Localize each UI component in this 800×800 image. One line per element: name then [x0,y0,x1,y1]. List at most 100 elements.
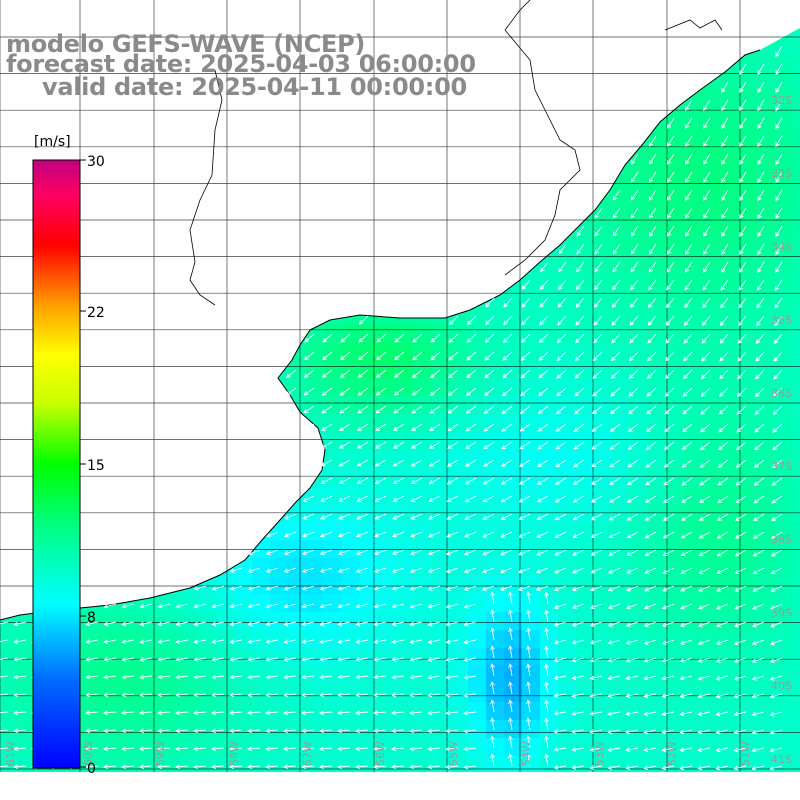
wind-arrow [121,764,135,770]
wind-arrow [464,495,477,503]
wind-arrow [321,405,333,414]
wind-arrow [555,423,567,432]
wind-arrow [391,549,405,556]
wind-arrow [247,764,261,770]
wind-arrow [666,135,675,147]
wind-arrow [629,333,639,344]
wind-arrow [733,729,747,735]
wind-arrow [682,369,693,380]
wind-arrow [612,189,621,201]
wind-arrow [625,675,639,681]
wind-arrow [319,621,333,627]
wind-arrow [193,657,207,662]
wind-arrow [356,513,369,520]
wind-arrow [718,405,729,415]
wind-arrow [572,549,585,556]
wind-arrow [553,729,567,734]
wind-arrow [356,495,369,502]
wind-arrow [627,477,639,486]
wind-arrow [719,351,729,362]
wind-arrow [283,603,297,609]
wind-arrow [301,549,315,556]
coastline [0,0,761,621]
wind-arrow [607,693,621,698]
wind-arrow [757,189,765,202]
wind-arrow [701,351,711,362]
wind-arrow [698,603,711,610]
wind-arrow [337,728,351,734]
wind-arrow [715,729,729,735]
wind-arrow [302,531,315,538]
wind-arrow [319,746,333,752]
wind-arrow [699,495,711,504]
wind-arrow [775,225,783,238]
wind-arrow [719,369,729,380]
wind-arrow [544,663,549,677]
wind-arrow [627,495,639,503]
wind-arrow [508,645,513,659]
wind-arrow [265,746,279,752]
wind-arrow [662,585,675,592]
wind-arrow [683,351,693,362]
wind-arrow [697,639,711,645]
wind-arrow [589,711,603,716]
wind-arrow [556,369,567,379]
wind-arrow [646,387,657,397]
wind-arrow [85,746,99,752]
wind-arrow [391,585,405,591]
wind-arrow [756,279,765,291]
wind-arrow [464,459,477,467]
wind-arrow [703,243,711,255]
wind-arrow [592,369,603,379]
wind-arrow [466,351,477,361]
wind-arrow [612,261,621,273]
wind-arrow [501,387,513,397]
wind-arrow [375,369,387,378]
wind-arrow [571,621,585,627]
wind-arrow [645,495,657,503]
wind-arrow [320,441,333,449]
wind-arrow [717,495,729,504]
wind-arrow [684,117,693,129]
wind-arrow [702,279,711,291]
colorbar-ticks: 30 22 15 8 0 [80,154,105,777]
wind-arrow [526,681,531,695]
wind-arrow [557,279,567,291]
wind-arrow [409,692,423,698]
wind-arrow [775,171,783,184]
wind-arrow [193,603,207,609]
wind-arrow [775,243,783,256]
wind-arrow [574,369,585,379]
wind-arrow [715,657,729,663]
wind-arrow [721,207,729,219]
wind-arrow [607,603,621,610]
wind-arrow [463,585,477,591]
wind-arrow [643,693,657,699]
wind-arrow [337,657,351,662]
wind-arrow [121,692,135,698]
wind-arrow [648,135,657,147]
wind-arrow [607,729,621,734]
wind-arrow [554,549,567,556]
wind-arrow [265,549,279,556]
wind-arrow [463,639,477,645]
wind-arrow [445,621,459,627]
wind-arrow [544,753,549,767]
wind-arrow [373,764,387,770]
wind-arrow [355,692,369,698]
wind-arrow [627,423,639,433]
wind-arrow [770,567,783,575]
wind-arrow [681,441,693,450]
wind-arrow [752,585,765,592]
wind-arrow [540,261,549,273]
wind-arrow [358,333,369,343]
wind-arrow [648,261,657,273]
wind-arrow [717,513,729,521]
wind-arrow [574,387,585,397]
wind-arrow [645,441,657,450]
wind-arrow [503,297,513,308]
wind-arrow [103,657,117,662]
wind-arrow [465,387,477,396]
wind-arrow [373,549,387,556]
wind-arrow [500,531,513,538]
